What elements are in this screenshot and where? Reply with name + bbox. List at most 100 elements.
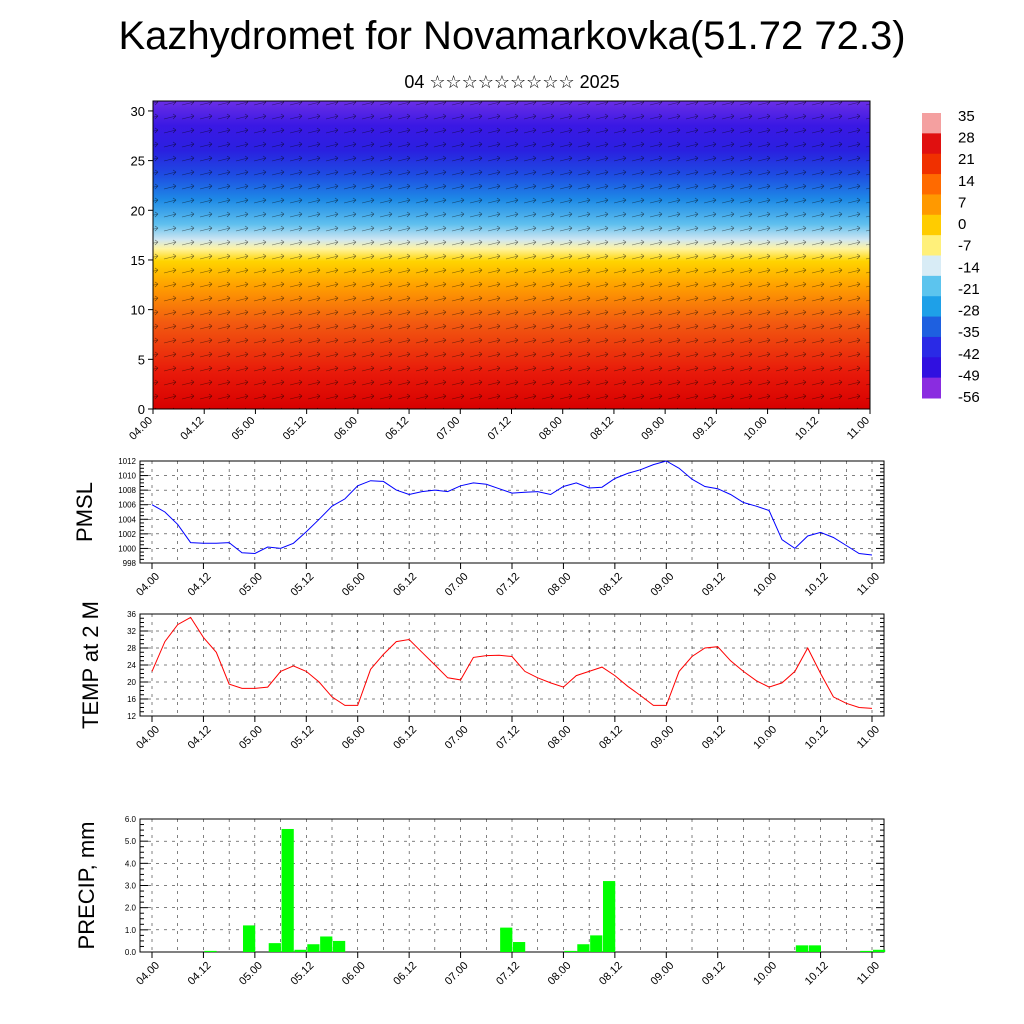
x-tick-label: 10.12 [793,415,821,443]
x-tick-label: 08.12 [597,571,625,599]
x-tick-label: 09.00 [648,571,676,599]
x-tick-label: 09.12 [691,415,719,443]
precip-bar [873,949,886,952]
colorbar-segment [922,113,941,134]
colorbar-label: 21 [958,151,975,168]
y-tick-label: 24 [127,661,136,670]
chart-subtitle: 04 ☆☆☆☆☆☆☆☆☆ 2025 [404,72,620,92]
y-tick-label: 15 [131,253,145,268]
x-tick-label: 06.12 [391,571,419,599]
x-tick-label: 11.00 [855,571,882,598]
x-tick-label: 07.12 [494,571,522,599]
precip-bar [294,949,307,952]
colorbar-segment [922,174,941,195]
y-tick-label: 3.0 [125,882,137,891]
x-tick-label: 07.00 [443,571,471,599]
chart-title: Kazhydromet for Novamarkovka(51.72 72.3) [118,14,906,58]
heatmap-panel: 0 5 10 15 20 25 30 04.00 04.12 05.00 05.12 06.00 06.… [127,100,872,443]
x-tick-label: 09.12 [700,960,728,988]
x-tick-label: 06.00 [340,960,368,988]
y-tick-label: 1006 [118,501,136,510]
x-tick-label: 07.12 [494,960,522,988]
colorbar-label: -7 [958,238,971,255]
precip-bar [513,942,526,952]
y-tick-label: 36 [127,610,136,619]
colorbar-label: -49 [958,367,980,384]
x-tick-label: 07.00 [443,960,471,988]
y-tick-label: 25 [131,154,145,169]
colorbar-segment [922,316,941,338]
x-tick-label: 08.00 [546,571,574,599]
precip-bar [577,944,590,952]
y-tick-label: 1008 [118,486,136,495]
x-tick-label: 04.00 [134,724,162,752]
precip-bar [808,945,821,952]
y-tick-label: 1012 [118,457,136,466]
colorbar-segment [922,275,941,297]
colorbar-label: -14 [958,259,980,276]
x-tick-label: 08.00 [546,960,574,988]
x-tick-label: 06.12 [391,724,419,752]
y-tick-label: 20 [131,203,145,218]
x-tick-label: 07.00 [434,415,462,443]
y-tick-label: 1002 [118,530,136,539]
colorbar-segment [922,133,941,155]
colorbar-segment [922,194,941,216]
x-tick-label: 07.00 [443,724,471,752]
x-tick-label: 10.12 [803,571,831,599]
colorbar-segment [922,214,941,236]
x-tick-label: 07.12 [494,724,522,752]
x-tick-label: 04.12 [186,960,214,988]
colorbar-segment [922,336,941,358]
x-tick-label: 06.00 [340,571,368,599]
y-tick-label: 20 [127,678,136,687]
x-tick-label: 10.00 [751,960,779,988]
x-tick-label: 09.12 [700,724,728,752]
x-tick-label: 08.00 [537,415,565,443]
x-tick-label: 09.00 [648,724,676,752]
x-tick-label: 05.00 [237,960,265,988]
colorbar: 35 28 21 14 7 0 -7 -14 -21 -28 -35 -42 -49 -56 [922,108,980,406]
x-tick-label: 07.12 [486,415,514,443]
precip-bar [795,945,809,952]
precip-bar [603,881,616,952]
precip-bar [564,950,577,952]
x-tick-label: 08.12 [597,960,625,988]
x-tick-label: 05.12 [288,724,316,752]
x-tick-label: 09.00 [639,415,667,443]
colorbar-segment [922,296,941,318]
y-tick-label: 6.0 [125,815,137,824]
colorbar-label: -28 [958,303,980,320]
x-tick-label: 04.12 [186,571,214,599]
x-tick-label: 11.00 [845,415,872,442]
x-tick-label: 05.12 [288,571,316,599]
y-tick-label: 1004 [118,515,136,524]
x-tick-label: 04.00 [127,415,155,443]
y-tick-label: 1.0 [125,926,137,935]
y-tick-label: 1010 [118,472,136,481]
colorbar-label: 0 [958,216,966,233]
y-tick-label: 4.0 [125,859,137,868]
precip-bar [268,943,281,952]
precip-bar [590,935,603,952]
x-tick-label: 05.00 [237,724,265,752]
colorbar-segment [922,153,941,175]
colorbar-segment [922,235,941,256]
x-tick-label: 11.00 [855,724,882,751]
y-tick-label: 16 [127,695,136,704]
colorbar-label: -21 [958,281,980,298]
x-tick-label: 04.12 [186,724,214,752]
x-tick-label: 08.12 [597,724,625,752]
y-tick-label: 30 [131,104,145,119]
x-tick-label: 06.00 [332,415,360,443]
precip-panel: 0.0 1.0 2.0 3.0 4.0 5.0 6.0 04.00 04.12 05.00 05.1… [74,815,886,988]
colorbar-label: -42 [958,346,980,363]
precip-bar [860,950,873,952]
x-tick-label: 10.00 [742,415,770,443]
y-axis-label: PRECIP, mm [74,822,99,950]
x-tick-label: 04.00 [134,571,162,599]
precip-bar [320,936,333,952]
x-tick-label: 10.00 [751,571,779,599]
y-tick-label: 998 [123,559,137,568]
